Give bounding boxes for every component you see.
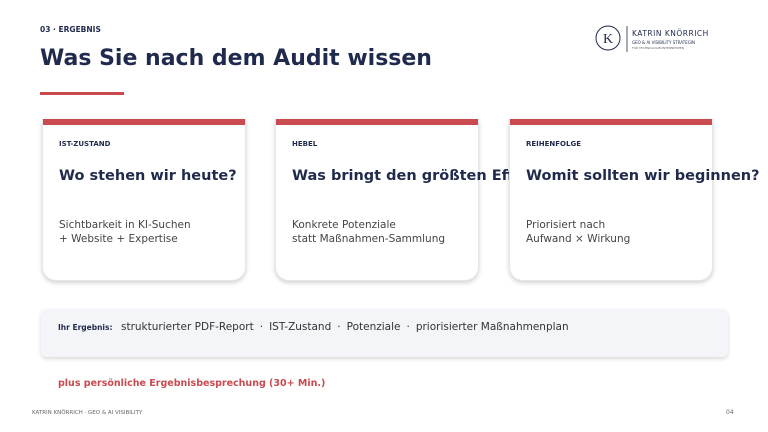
- logo-tagline: GEO & AI VISIBILITY STRATEGIN: [632, 40, 695, 45]
- card-line: Priorisiert nach: [526, 219, 606, 231]
- separator: ·: [337, 321, 341, 333]
- card-line: Aufwand × Wirkung: [526, 233, 631, 245]
- separator: ·: [259, 321, 264, 333]
- card: IST-ZUSTAND Wo stehen wir heute? Sichtbark…: [42, 119, 246, 281]
- result-box: Ihr Ergebnis: strukturierter PDF-Report ·…: [41, 309, 728, 357]
- card-label: HEBEL: [292, 140, 318, 148]
- footer: KATRIN KNÖRRICH · GEO & AI VISIBILITY: [32, 410, 143, 416]
- card-question: Was bringt den größten Effekt?: [292, 168, 549, 184]
- card-bar: [276, 119, 478, 125]
- result-item: Potenziale: [346, 321, 401, 333]
- card-bar: [510, 119, 712, 125]
- result-item: priorisierter Maßnahmenplan: [415, 321, 569, 333]
- page-number: 04: [726, 409, 734, 416]
- logo-subline: FÜR TECHNOLOGIEUNTERNEHMEN: [632, 45, 684, 50]
- section-label: 03 · ERGEBNIS: [40, 25, 101, 34]
- result-label: Ihr Ergebnis:: [58, 323, 113, 332]
- card-bar: [43, 119, 245, 125]
- logo-initial: K: [603, 32, 613, 47]
- result-item: strukturierter PDF-Report: [121, 321, 254, 333]
- title-rule: [40, 92, 124, 95]
- card-line: statt Maßnahmen-Sammlung: [292, 233, 446, 245]
- card: REIHENFOLGE Womit sollten wir beginnen? Pr…: [509, 119, 760, 281]
- extra-note: plus persönliche Ergebnisbesprechung (30…: [58, 378, 326, 389]
- card-line: + Website + Expertise: [59, 233, 178, 245]
- title: Was Sie nach dem Audit wissen: [40, 46, 432, 71]
- card-question: Womit sollten wir beginnen?: [526, 168, 760, 184]
- card-question: Wo stehen wir heute?: [59, 168, 237, 184]
- logo-circle: [595, 25, 621, 51]
- result-items: strukturierter PDF-Report · IST-Zustand · Po…: [121, 321, 575, 333]
- card-line: Sichtbarkeit in KI-Suchen: [59, 219, 191, 231]
- card-label: REIHENFOLGE: [526, 140, 581, 148]
- card: HEBEL Was bringt den größten Effekt? Konkr…: [275, 119, 548, 281]
- separator: ·: [406, 321, 410, 333]
- result-item: IST-Zustand: [269, 321, 332, 333]
- logo: K KATRIN KNÖRRICH GEO & AI VISIBILITY ST…: [595, 25, 709, 52]
- card-label: IST-ZUSTAND: [59, 140, 111, 148]
- logo-name: KATRIN KNÖRRICH: [632, 29, 709, 38]
- card-line: Konkrete Potenziale: [292, 219, 396, 231]
